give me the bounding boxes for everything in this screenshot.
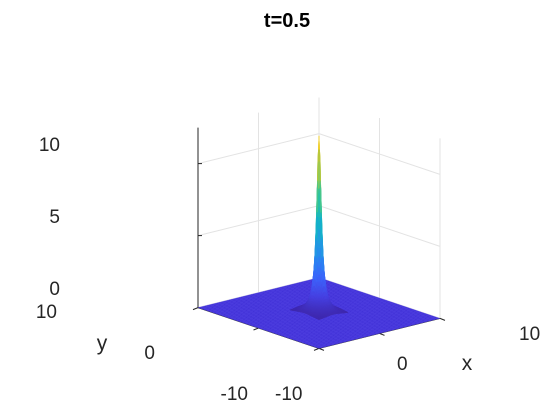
x-tick-mark bbox=[439, 317, 446, 321]
y-tick-mark bbox=[313, 347, 320, 351]
chart-title: t=0.5 bbox=[264, 10, 310, 32]
x-tick-labels: -10 0 10 bbox=[275, 324, 540, 405]
x-tick-label: 0 bbox=[397, 354, 408, 375]
y-tick-label: 0 bbox=[144, 343, 155, 364]
surface-patch bbox=[317, 318, 321, 321]
z-tick-label: 5 bbox=[49, 207, 60, 228]
surface-mesh bbox=[197, 135, 441, 349]
y-tick-mark bbox=[192, 307, 199, 311]
z-tick-label: 0 bbox=[49, 279, 60, 300]
y-tick-label: -10 bbox=[221, 384, 248, 405]
x-tick-mark bbox=[318, 347, 325, 351]
y-tick-labels: 10 0 -10 bbox=[36, 302, 248, 405]
y-axis-label: y bbox=[97, 332, 108, 355]
x-tick-label: 10 bbox=[519, 324, 540, 345]
x-tick-mark bbox=[379, 332, 385, 336]
x-tick-label: -10 bbox=[275, 384, 302, 405]
z-tick-labels: 0 5 10 bbox=[39, 135, 60, 300]
z-tick-label: 10 bbox=[39, 135, 60, 156]
y-tick-label: 10 bbox=[36, 302, 57, 323]
y-tick-mark bbox=[253, 327, 259, 331]
x-axis-label: x bbox=[462, 352, 473, 375]
